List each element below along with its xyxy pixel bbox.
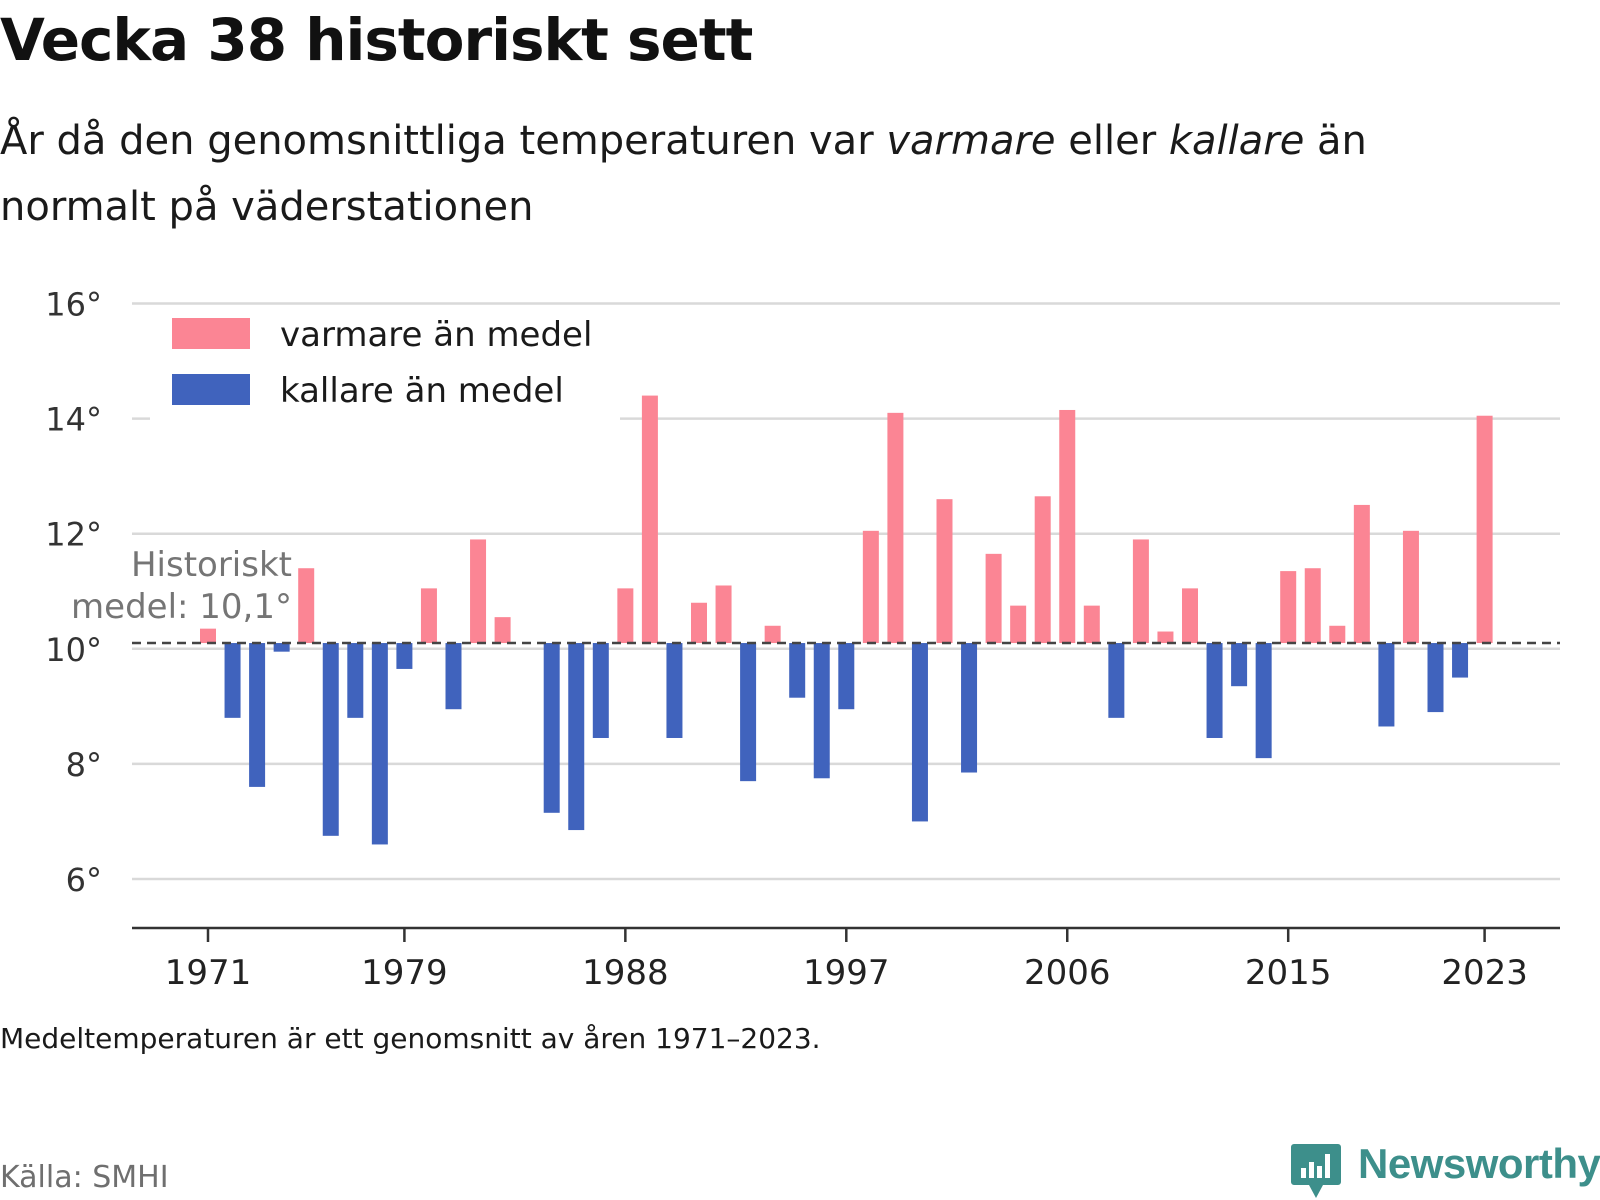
bar-warm — [494, 617, 511, 644]
x-tick-label: 2006 — [1024, 953, 1111, 993]
bar-warm — [1353, 504, 1370, 644]
bar-cold — [1427, 643, 1444, 713]
x-tick-label: 2015 — [1245, 953, 1332, 993]
bar-warm — [1132, 539, 1149, 644]
bar-cold — [961, 643, 978, 773]
bar-cold — [445, 643, 462, 710]
mean-label: medel: 10,1° — [71, 587, 292, 627]
bar-cold — [1452, 643, 1469, 678]
source-credit: Källa: SMHI — [0, 1160, 169, 1195]
bar-cold — [322, 643, 339, 836]
bar-warm — [715, 585, 732, 644]
x-tick-label: 1988 — [582, 953, 669, 993]
mean-label: Historiskt — [131, 545, 292, 585]
footnote: Medeltemperaturen är ett genomsnitt av å… — [0, 1022, 821, 1055]
bar-cold — [740, 643, 757, 782]
bar-warm — [420, 588, 437, 644]
x-tick-label: 1997 — [803, 953, 890, 993]
bar-warm — [200, 628, 216, 644]
bar-cold — [396, 643, 413, 669]
bar-cold — [273, 643, 290, 652]
y-tick-label: 16° — [45, 286, 102, 324]
bar-warm — [691, 602, 707, 644]
newsworthy-logo-icon — [1291, 1144, 1341, 1198]
bar-cold — [666, 643, 683, 738]
bar-cold — [838, 643, 855, 710]
legend-swatch — [172, 318, 250, 349]
bar-cold — [592, 643, 609, 738]
bar-warm — [1157, 631, 1174, 644]
bar-warm — [1010, 605, 1027, 644]
subtitle-text: än normalt på väderstationen — [0, 118, 1367, 230]
bar-warm — [1083, 605, 1100, 644]
subtitle-warm-word: varmare — [886, 118, 1056, 164]
y-tick-label: 6° — [66, 861, 102, 899]
x-tick-label: 1979 — [361, 953, 448, 993]
bar-cold — [568, 643, 585, 831]
bar-cold — [224, 643, 241, 718]
bar-warm — [887, 412, 904, 644]
bar-warm — [1402, 530, 1419, 644]
bar-cold — [1255, 643, 1272, 759]
bar-warm — [862, 530, 879, 644]
bar-warm — [1059, 409, 1076, 644]
page-subtitle: År då den genomsnittliga temperaturen va… — [0, 108, 1520, 240]
bar-warm — [1182, 588, 1198, 644]
subtitle-text: År då den genomsnittliga temperaturen va… — [0, 118, 887, 164]
bar-warm — [936, 499, 953, 644]
bar-warm — [1280, 571, 1297, 644]
x-tick-label: 1971 — [165, 953, 252, 993]
bar-cold — [371, 643, 388, 845]
y-tick-label: 12° — [45, 516, 102, 554]
bar-cold — [1231, 643, 1248, 687]
bar-warm — [1034, 496, 1051, 644]
bar-cold — [813, 643, 830, 779]
bar-warm — [298, 568, 315, 644]
legend: varmare än medel kallare än medel — [150, 308, 620, 432]
bar-warm — [641, 395, 658, 644]
subtitle-text: eller — [1055, 118, 1169, 164]
bar-cold — [1206, 643, 1223, 738]
temperature-bar-chart: 6° 8° 10° 12° 14° 16° 1971 1979 1988 1997 2006 201… — [45, 286, 1560, 993]
bar-warm — [1304, 568, 1321, 644]
bar-warm — [764, 625, 781, 644]
bar-cold — [347, 643, 364, 718]
bar-warm — [470, 539, 487, 644]
bar-warm — [985, 553, 1002, 644]
bar-warm — [617, 588, 634, 644]
bar-cold — [1108, 643, 1125, 718]
brand-logo: Newsworthy — [1290, 1140, 1600, 1200]
y-tick-label: 10° — [45, 631, 102, 669]
legend-label: varmare än medel — [280, 315, 592, 355]
bar-cold — [543, 643, 560, 813]
x-tick-label: 2023 — [1441, 953, 1528, 993]
y-tick-label: 8° — [66, 746, 102, 784]
bar-cold — [249, 643, 266, 787]
legend-label: kallare än medel — [280, 371, 564, 411]
bar-cold — [911, 643, 928, 822]
legend-swatch — [172, 374, 250, 405]
bar-cold — [789, 643, 806, 698]
page-title: Vecka 38 historiskt sett — [0, 6, 753, 74]
bar-cold — [1378, 643, 1395, 727]
brand-name: Newsworthy — [1358, 1140, 1600, 1187]
bar-warm — [1476, 415, 1493, 644]
bar-warm — [1329, 625, 1346, 644]
subtitle-cold-word: kallare — [1168, 118, 1305, 164]
bars — [200, 395, 1493, 845]
y-tick-label: 14° — [45, 401, 102, 439]
y-axis-ticks: 6° 8° 10° 12° 14° 16° — [45, 286, 102, 899]
x-axis: 1971 1979 1988 1997 2006 2015 2023 — [132, 926, 1560, 993]
